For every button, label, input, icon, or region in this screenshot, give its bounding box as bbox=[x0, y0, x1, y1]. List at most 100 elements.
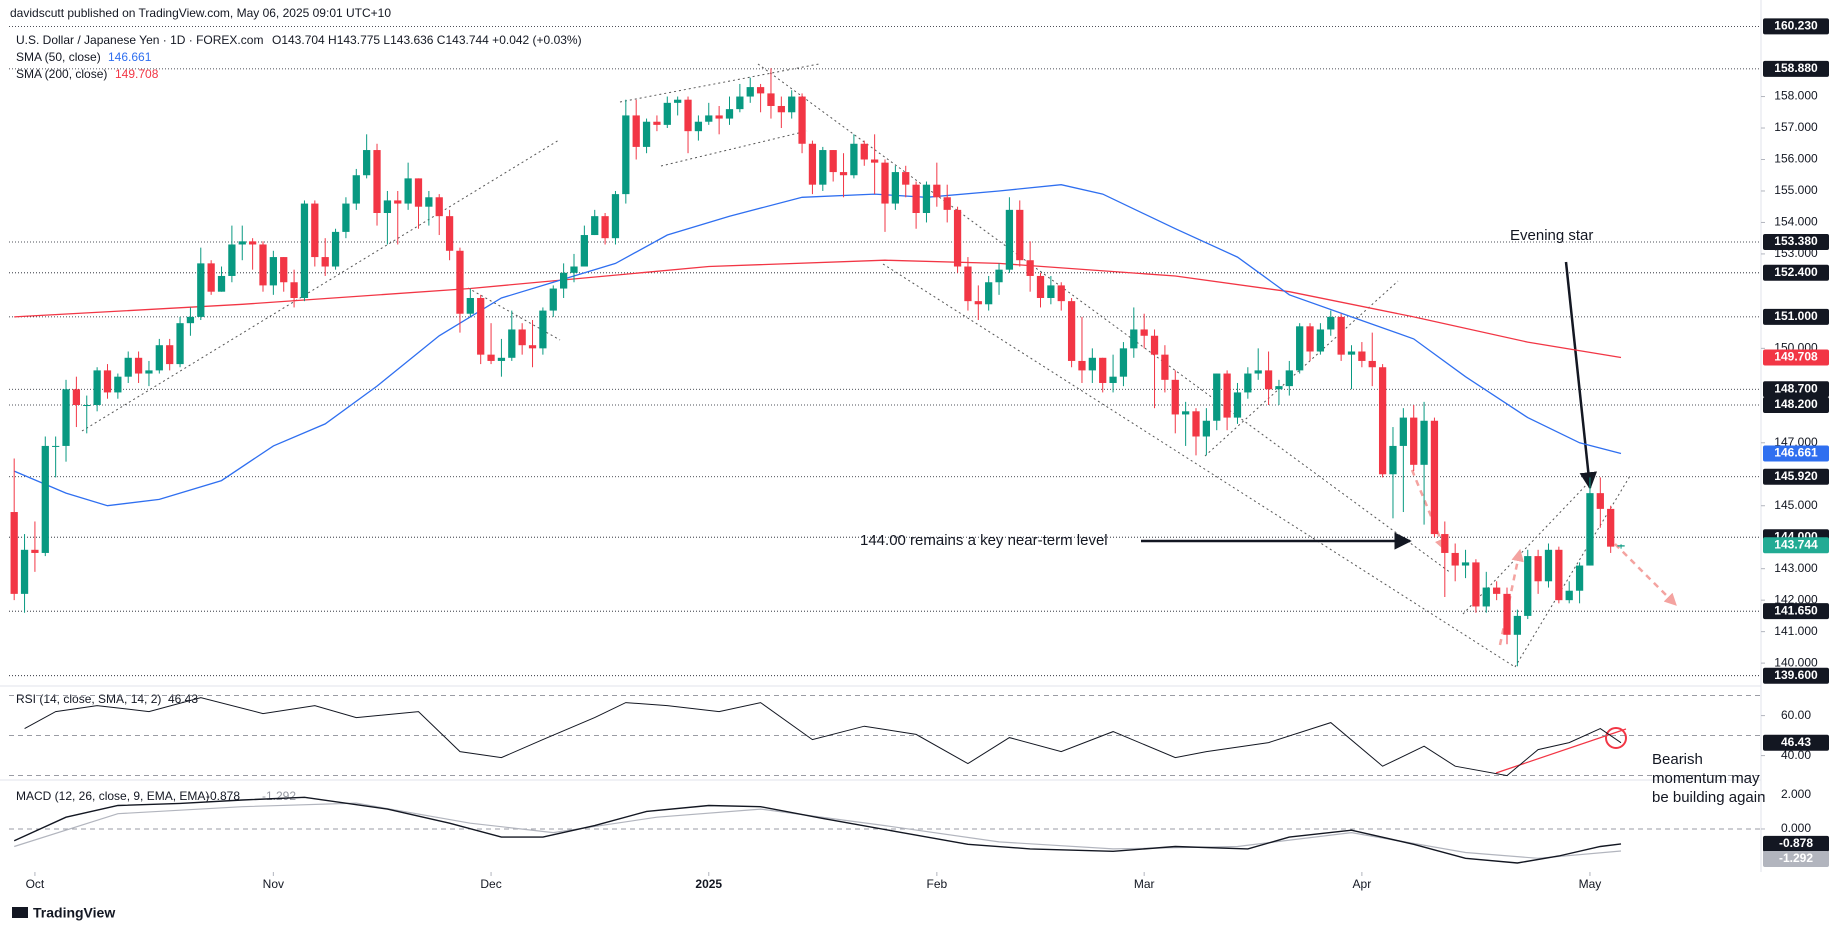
candle-body bbox=[559, 272, 568, 289]
y-tick-label: 141.000 bbox=[1774, 624, 1818, 638]
candle-body bbox=[1264, 370, 1273, 390]
candle-body bbox=[52, 445, 60, 447]
candle-body bbox=[456, 250, 464, 314]
y-tick-label: 157.000 bbox=[1774, 120, 1818, 134]
x-tick-label: 2025 bbox=[695, 877, 722, 891]
candle-body bbox=[674, 99, 682, 103]
candle-body bbox=[186, 316, 195, 324]
symbol: U.S. Dollar / Japanese Yen · 1D · FOREX.… bbox=[16, 33, 263, 47]
candle-body bbox=[1254, 370, 1262, 374]
layer bbox=[9, 25, 1761, 677]
level-label: 151.000 bbox=[1774, 309, 1818, 323]
candle-body bbox=[798, 96, 806, 144]
y-tick-label: 154.000 bbox=[1774, 215, 1818, 229]
level-label-box bbox=[1763, 381, 1829, 398]
candle-body bbox=[1399, 417, 1407, 446]
candle-body bbox=[31, 549, 39, 553]
candle-body bbox=[1275, 386, 1283, 390]
candle-body bbox=[1461, 562, 1470, 566]
candle-body bbox=[694, 121, 703, 132]
x-tick-label: May bbox=[1579, 877, 1602, 891]
candle-body bbox=[1617, 545, 1625, 547]
candle-body bbox=[1296, 326, 1304, 371]
candle-body bbox=[829, 150, 837, 173]
candle-body bbox=[539, 310, 547, 349]
candle-body bbox=[321, 257, 329, 267]
candle-body bbox=[1016, 209, 1024, 261]
candle-body bbox=[1493, 587, 1501, 594]
candle-body bbox=[1327, 316, 1335, 330]
level-label-box bbox=[1763, 18, 1829, 35]
candle-body bbox=[124, 357, 132, 377]
candle-body bbox=[1596, 493, 1604, 509]
y-tick-label: 156.000 bbox=[1774, 152, 1818, 166]
projection-arrow bbox=[1410, 469, 1447, 552]
last-price-box bbox=[1763, 537, 1829, 554]
rsi-value: 46.43 bbox=[1781, 735, 1811, 749]
candle-body bbox=[497, 357, 506, 361]
candle-body bbox=[1420, 420, 1428, 465]
x-tick-label: Mar bbox=[1134, 877, 1155, 891]
rsi-value-box bbox=[1763, 734, 1829, 751]
macd-tick-label: 0.000 bbox=[1781, 821, 1811, 835]
signal-line bbox=[14, 802, 1622, 859]
y-tick-label: 143.000 bbox=[1774, 561, 1818, 575]
candle-body bbox=[642, 121, 651, 147]
candle-body bbox=[363, 150, 371, 176]
rsi-highlight bbox=[1605, 727, 1627, 749]
annotation-arrow bbox=[1564, 261, 1598, 490]
y-tick-label: 155.000 bbox=[1774, 183, 1818, 197]
rsi-label: RSI (14, close, SMA, 14, 2) bbox=[16, 692, 161, 706]
macd-value-box bbox=[1763, 835, 1829, 852]
candle-body bbox=[705, 115, 713, 122]
candle-body bbox=[1358, 351, 1366, 361]
candle-body bbox=[1285, 370, 1293, 387]
annotation: 144.00 remains a key near-term level bbox=[860, 532, 1108, 549]
footer-logo: TradingView bbox=[33, 905, 115, 921]
candle-body bbox=[777, 105, 785, 113]
candle-body bbox=[93, 370, 101, 406]
candle-body bbox=[1441, 534, 1449, 553]
candle-body bbox=[1099, 357, 1107, 383]
level-label-box bbox=[1763, 60, 1829, 77]
candle-body bbox=[114, 376, 122, 393]
candle-body bbox=[103, 370, 112, 393]
candle-body bbox=[197, 263, 205, 317]
y-tick-label: 145.000 bbox=[1774, 498, 1818, 512]
candle-body bbox=[217, 275, 226, 292]
candle-body bbox=[1213, 373, 1221, 421]
candle-body bbox=[715, 115, 723, 119]
sma200-value-box bbox=[1763, 349, 1829, 366]
candle-body bbox=[1202, 420, 1211, 437]
candle-body bbox=[891, 172, 899, 204]
candle-body bbox=[1047, 285, 1055, 298]
candle-body bbox=[611, 194, 620, 239]
candle-body bbox=[1544, 549, 1553, 582]
candle-body bbox=[1513, 615, 1522, 635]
y-tick-label: 158.000 bbox=[1774, 89, 1818, 103]
candle-body bbox=[746, 87, 754, 97]
candle-body bbox=[280, 257, 288, 283]
candle-body bbox=[1451, 552, 1459, 566]
level-label-box bbox=[1763, 308, 1829, 325]
candle-body bbox=[404, 178, 412, 204]
sma200-value: 149.708 bbox=[1774, 350, 1818, 364]
last-price: 143.744 bbox=[1774, 537, 1818, 551]
candle-body bbox=[1140, 329, 1148, 336]
candle-body bbox=[331, 231, 340, 267]
candle-body bbox=[518, 329, 526, 346]
candle-body bbox=[549, 288, 557, 311]
level-label: 158.880 bbox=[1774, 61, 1818, 75]
candle-body bbox=[632, 115, 640, 147]
candle-body bbox=[580, 235, 588, 267]
candle-body bbox=[756, 87, 765, 94]
annotation: Evening star bbox=[1510, 227, 1593, 244]
candle-body bbox=[736, 96, 744, 110]
candle-body bbox=[767, 93, 775, 106]
trendline bbox=[882, 263, 1516, 668]
macd-line bbox=[13, 796, 1622, 864]
logo-mark bbox=[12, 907, 28, 918]
level-label: 152.400 bbox=[1774, 265, 1818, 279]
level-label-box bbox=[1763, 264, 1829, 281]
